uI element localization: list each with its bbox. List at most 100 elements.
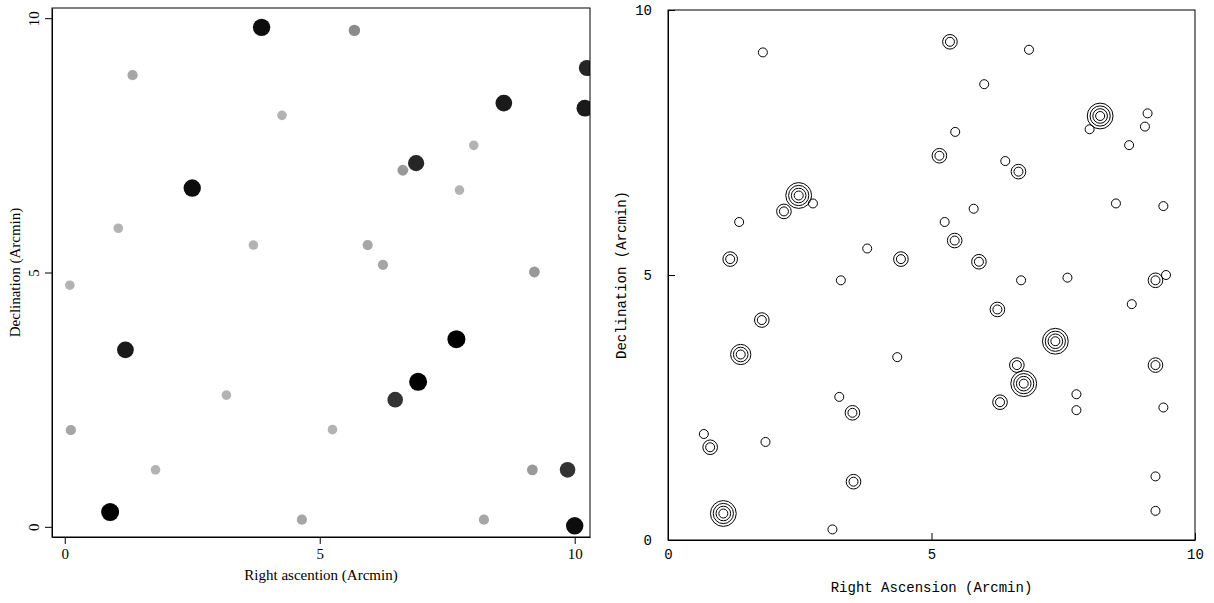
source-blob	[349, 25, 360, 36]
contour-ring	[791, 188, 806, 203]
source-blob	[409, 373, 427, 391]
source-blob	[529, 267, 540, 278]
tick-label: 0	[664, 547, 672, 563]
contour-ring	[1014, 374, 1034, 394]
source-contour	[710, 501, 736, 527]
y-axis-title: Declination (Arcmin)	[7, 208, 24, 338]
contour-ring	[758, 48, 767, 57]
source-contour	[735, 218, 744, 227]
source-contour	[940, 218, 949, 227]
tick-mark	[932, 533, 933, 540]
contour-ring	[980, 80, 989, 89]
contour-ring	[1019, 379, 1028, 388]
source-contour	[1042, 328, 1068, 354]
contour-ring	[706, 443, 715, 452]
source-contour	[845, 406, 860, 421]
source-contour	[969, 204, 978, 213]
contour-ring	[1140, 122, 1149, 131]
axis-line	[669, 540, 1196, 541]
contour-ring	[1125, 141, 1134, 150]
source-contour	[1159, 202, 1168, 211]
contour-ring	[1151, 506, 1160, 515]
tick-label: 10	[635, 3, 652, 19]
tick-label: 5	[928, 547, 936, 563]
source-contour	[893, 353, 902, 362]
contour-ring	[1051, 337, 1060, 346]
contour-ring	[733, 347, 748, 362]
source-contour	[894, 252, 909, 267]
contour-ring	[849, 477, 858, 486]
tick-mark	[668, 10, 675, 11]
contour-ring	[990, 302, 1005, 317]
source-contour	[723, 252, 738, 267]
contour-ring	[1010, 358, 1025, 373]
source-contour	[863, 244, 872, 253]
source-contour	[1143, 109, 1152, 118]
contour-ring	[1048, 334, 1063, 349]
contour-ring	[972, 254, 987, 269]
source-blob	[151, 465, 161, 475]
source-contour	[828, 525, 837, 534]
tick: 5	[644, 268, 675, 284]
contour-ring	[777, 204, 792, 219]
axis-line	[53, 537, 591, 538]
tick-label: 5	[644, 268, 652, 284]
axis-line	[52, 9, 53, 538]
panel: 05100510Right ascention (Arcmin)Declinat…	[7, 8, 595, 584]
contour-ring	[896, 255, 905, 264]
contour-ring	[835, 392, 844, 401]
contour-ring	[719, 509, 728, 518]
tick-mark	[575, 537, 576, 544]
source-contour	[755, 313, 770, 328]
plot-frame	[668, 10, 1195, 540]
tick-mark	[1195, 533, 1196, 540]
contour-ring	[1090, 106, 1110, 126]
contour-ring	[1111, 199, 1120, 208]
source-blob	[184, 179, 201, 196]
source-blob	[65, 280, 75, 290]
y-axis-title: Declination (Arcmin)	[614, 191, 630, 359]
tick: 0	[61, 537, 69, 562]
contour-ring	[710, 501, 736, 527]
source-contour	[993, 395, 1008, 410]
source-contour	[835, 392, 844, 401]
source-contour	[1024, 45, 1033, 54]
source-blob	[253, 19, 270, 36]
tick-label: 5	[316, 546, 324, 562]
source-blob	[447, 330, 465, 348]
contour-ring	[761, 437, 770, 446]
source-blob	[66, 425, 76, 435]
source-blob	[363, 240, 373, 250]
source-blob	[101, 503, 119, 521]
contour-ring	[723, 252, 738, 267]
source-contour	[699, 430, 708, 439]
contour-ring	[932, 148, 947, 163]
source-contour	[1085, 125, 1094, 134]
contour-ring	[736, 350, 745, 359]
contour-ring	[1085, 125, 1094, 134]
x-axis-title: Right ascention (Arcmin)	[244, 567, 397, 584]
source-contour	[1111, 199, 1120, 208]
figure: 0 5 10 0 5 10 Right ascention (Arcmin) Declinat…	[0, 0, 1214, 603]
contour-ring	[951, 127, 960, 136]
source-contour	[1001, 157, 1010, 166]
contour-ring	[1012, 361, 1021, 370]
contour-ring	[893, 353, 902, 362]
source-contour	[943, 35, 958, 50]
y-axis: 0510	[635, 3, 675, 549]
source-blob	[527, 464, 538, 475]
contour-ring	[1016, 376, 1031, 391]
source-contour	[972, 254, 987, 269]
source-contour	[1017, 276, 1026, 285]
source-blob	[408, 155, 424, 171]
source-contour	[761, 437, 770, 446]
tick-mark	[45, 527, 52, 528]
panel: 05100510Right Ascension (Arcmin)Declinat…	[614, 3, 1204, 596]
tick: 10	[26, 11, 52, 26]
source-blob	[378, 260, 388, 270]
contour-ring	[779, 207, 788, 216]
contour-ring	[1045, 331, 1065, 351]
source-blob	[495, 95, 512, 112]
contour-ring	[1127, 300, 1136, 309]
contour-ring	[969, 204, 978, 213]
